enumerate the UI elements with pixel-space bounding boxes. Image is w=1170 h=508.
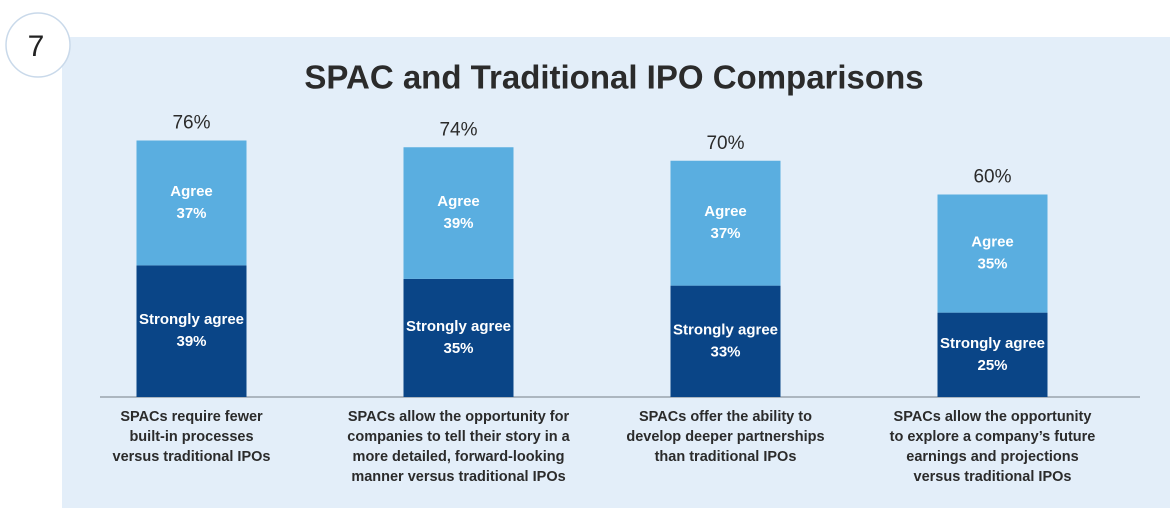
segment-value: 33% xyxy=(710,343,740,360)
segment-value: 37% xyxy=(176,205,206,222)
segment-name: Agree xyxy=(971,234,1014,251)
x-tick-label: SPACs offer the ability to develop deeper… xyxy=(626,409,824,465)
total-label: 76% xyxy=(172,113,210,134)
segment-name: Strongly agree xyxy=(673,321,778,338)
bar-segment xyxy=(136,265,247,397)
chart-title: SPAC and Traditional IPO Comparisons xyxy=(304,59,923,96)
badge: 7 xyxy=(28,30,45,63)
bar-segment xyxy=(403,147,514,279)
bar-segment xyxy=(670,285,781,397)
bar-segment xyxy=(670,160,781,286)
segment-name: Agree xyxy=(437,193,480,210)
x-tick-label: SPACs allow the opportunity to explore a … xyxy=(890,409,1096,485)
x-tick-label: SPACs require fewer built-in processes ver… xyxy=(113,409,271,465)
segment-name: Strongly agree xyxy=(139,311,244,328)
badge-circle xyxy=(5,12,71,78)
total-label: 74% xyxy=(439,119,477,140)
segment-value: 37% xyxy=(710,225,740,242)
total-label: 60% xyxy=(973,167,1011,188)
segment-name: Agree xyxy=(704,203,747,220)
segment-name: Strongly agree xyxy=(406,318,511,335)
bar-segment xyxy=(937,194,1048,313)
segment-value: 25% xyxy=(977,357,1007,374)
segment-value: 35% xyxy=(443,340,473,357)
segment-name: Agree xyxy=(170,183,213,200)
segment-name: Strongly agree xyxy=(940,335,1045,352)
x-tick-label: SPACs allow the opportunity for companies… xyxy=(347,409,570,485)
bar-segment xyxy=(937,312,1048,397)
total-label: 70% xyxy=(706,133,744,154)
bar-segment xyxy=(136,140,247,266)
segment-value: 39% xyxy=(443,215,473,232)
segment-value: 39% xyxy=(176,333,206,350)
bar-segment xyxy=(403,278,514,397)
segment-value: 35% xyxy=(977,256,1007,273)
